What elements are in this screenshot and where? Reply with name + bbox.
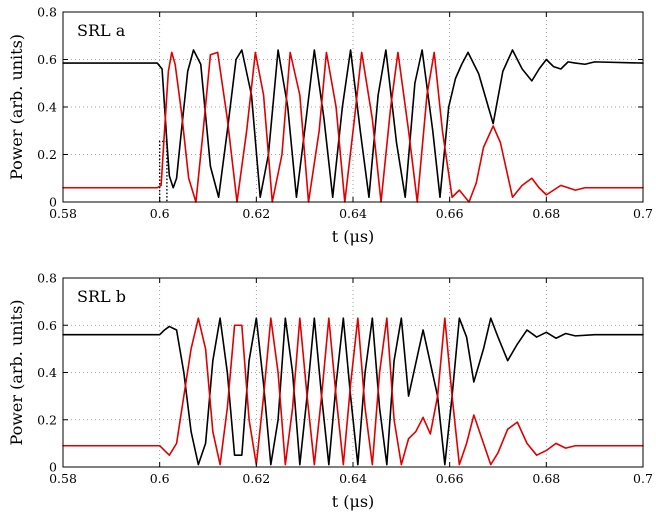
panel-srl-a: 0.58 0.6 0.62 0.64 0.66 0.68 0.7 0 0.2 0.4 0.6 0.8 t… — [7, 5, 653, 247]
panel-title: SRL a — [77, 21, 126, 40]
x-tick-label: 0.7 — [633, 471, 653, 486]
x-tick-label: 0.58 — [49, 471, 77, 486]
x-tick-label: 0.7 — [633, 206, 653, 221]
y-axis-label: Power (arb. units) — [7, 34, 26, 180]
y-tick-label: 0.2 — [37, 412, 57, 427]
x-tick-label: 0.62 — [242, 206, 270, 221]
x-tick-label: 0.6 — [150, 471, 170, 486]
x-axis-label: t (μs) — [332, 227, 375, 246]
y-tick-label: 0.4 — [37, 100, 57, 115]
y-tick-label: 0.4 — [37, 365, 57, 380]
y-tick-label: 0.2 — [37, 147, 57, 162]
x-tick-label: 0.58 — [49, 206, 77, 221]
x-tick-label: 0.62 — [242, 471, 270, 486]
y-tick-label: 0.6 — [37, 52, 57, 67]
panel-srl-b: 0.58 0.6 0.62 0.64 0.66 0.68 0.7 0 0.2 0.4 0.6 0.8 t… — [7, 271, 653, 512]
x-tick-label: 0.68 — [532, 206, 560, 221]
y-tick-label: 0.6 — [37, 318, 57, 333]
x-tick-label: 0.64 — [339, 471, 367, 486]
x-tick-label: 0.68 — [532, 471, 560, 486]
x-tick-label: 0.64 — [339, 206, 367, 221]
x-axis-label: t (μs) — [332, 492, 375, 511]
y-tick-label: 0 — [49, 195, 57, 210]
y-tick-label: 0 — [49, 460, 57, 475]
panel-title: SRL b — [77, 287, 126, 306]
y-tick-label: 0.8 — [37, 271, 57, 286]
x-tick-label: 0.66 — [436, 471, 464, 486]
series-line-red — [62, 317, 644, 466]
y-axis-label: Power (arb. units) — [7, 299, 26, 445]
series-line-red — [62, 51, 644, 203]
x-tick-label: 0.6 — [150, 206, 170, 221]
x-tick-label: 0.66 — [436, 206, 464, 221]
y-tick-label: 0.8 — [37, 5, 57, 20]
series-line-black — [62, 317, 644, 466]
series-line-black — [62, 49, 644, 199]
